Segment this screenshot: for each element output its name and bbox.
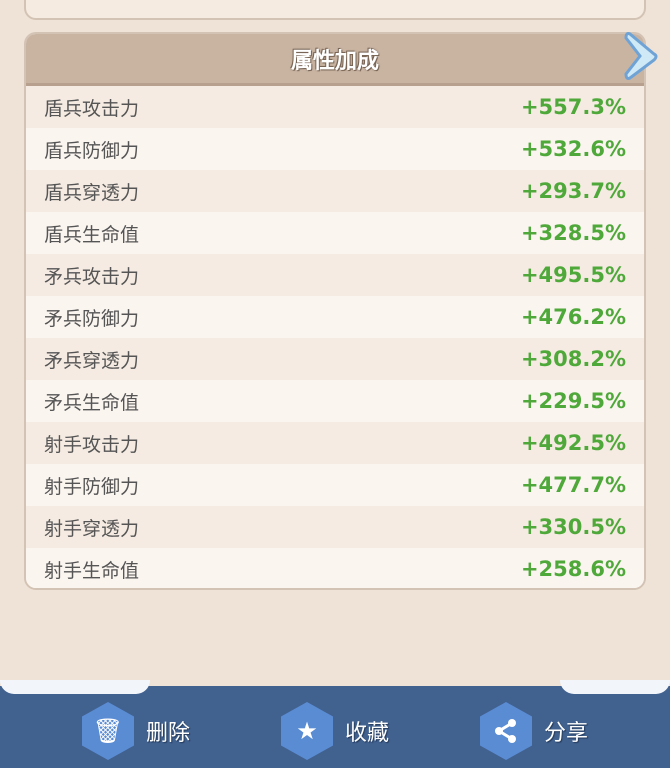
attribute-label: 盾兵穿透力: [44, 181, 140, 204]
attribute-row: 盾兵生命值 +328.5%: [26, 212, 644, 254]
share-button[interactable]: 分享: [480, 702, 588, 760]
attribute-row: 盾兵穿透力 +293.7%: [26, 170, 644, 212]
attribute-row: 矛兵生命值 +229.5%: [26, 380, 644, 422]
snow-decoration: [0, 680, 150, 694]
delete-label: 删除: [146, 721, 191, 746]
attribute-row: 射手穿透力 +330.5%: [26, 506, 644, 548]
attribute-value: +330.5%: [520, 515, 626, 539]
star-icon: ★: [281, 702, 333, 760]
attribute-label: 射手生命值: [44, 559, 140, 582]
favorite-label: 收藏: [345, 721, 390, 746]
attribute-label: 盾兵攻击力: [44, 97, 140, 120]
snow-decoration: [560, 680, 670, 694]
attribute-row: 射手防御力 +477.7%: [26, 464, 644, 506]
attribute-row: 矛兵穿透力 +308.2%: [26, 338, 644, 380]
attribute-label: 射手攻击力: [44, 433, 140, 456]
panel-header: 属性加成: [26, 34, 644, 86]
share-icon: [480, 702, 532, 760]
attribute-value: +557.3%: [520, 95, 626, 119]
attribute-value: +258.6%: [520, 557, 626, 581]
attribute-value: +293.7%: [520, 179, 626, 203]
attribute-label: 矛兵防御力: [44, 307, 140, 330]
attribute-list: 盾兵攻击力 +557.3% 盾兵防御力 +532.6% 盾兵穿透力 +293.7% 盾兵生命…: [26, 86, 644, 588]
attribute-row: 矛兵防御力 +476.2%: [26, 296, 644, 338]
attribute-label: 射手穿透力: [44, 517, 140, 540]
attribute-value: +477.7%: [520, 473, 626, 497]
attribute-label: 矛兵攻击力: [44, 265, 140, 288]
attribute-row: 射手生命值 +258.6%: [26, 548, 644, 588]
trash-icon: 🗑: [82, 702, 134, 760]
attribute-label: 矛兵生命值: [44, 391, 140, 414]
favorite-button[interactable]: ★ 收藏: [281, 702, 389, 760]
attribute-label: 射手防御力: [44, 475, 140, 498]
attribute-value: +308.2%: [520, 347, 626, 371]
share-label: 分享: [544, 721, 589, 746]
attribute-bonus-panel: 属性加成 盾兵攻击力 +557.3% 盾兵防御力 +532.6% 盾兵穿透力 +293.7…: [24, 32, 646, 590]
panel-title: 属性加成: [290, 48, 379, 74]
next-arrow-icon[interactable]: [624, 30, 664, 82]
top-card: [24, 0, 646, 20]
attribute-value: +328.5%: [520, 221, 626, 245]
attribute-label: 盾兵生命值: [44, 223, 140, 246]
attribute-value: +532.6%: [520, 137, 626, 161]
attribute-row: 射手攻击力 +492.5%: [26, 422, 644, 464]
attribute-label: 矛兵穿透力: [44, 349, 140, 372]
attribute-value: +495.5%: [520, 263, 626, 287]
attribute-label: 盾兵防御力: [44, 139, 140, 162]
attribute-row: 矛兵攻击力 +495.5%: [26, 254, 644, 296]
attribute-value: +229.5%: [520, 389, 626, 413]
attribute-value: +492.5%: [520, 431, 626, 455]
attribute-row: 盾兵攻击力 +557.3%: [26, 86, 644, 128]
attribute-row: 盾兵防御力 +532.6%: [26, 128, 644, 170]
attribute-value: +476.2%: [520, 305, 626, 329]
delete-button[interactable]: 🗑 删除: [82, 702, 190, 760]
